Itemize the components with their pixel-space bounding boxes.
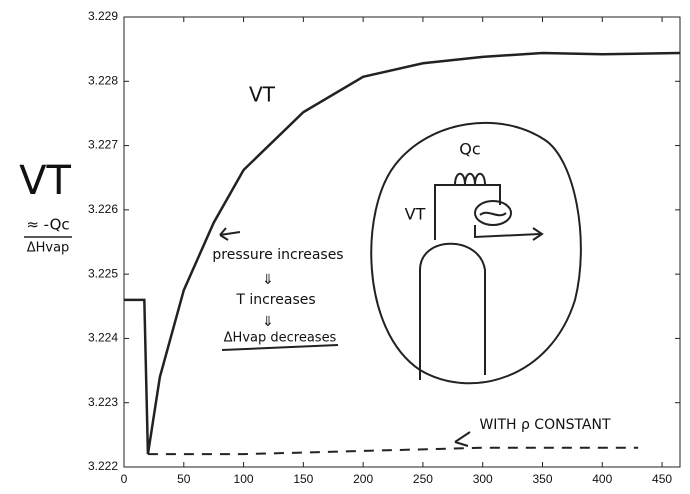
series-label: WITH ρ CONSTANT <box>479 417 611 433</box>
y-tick-label: 3.229 <box>88 9 118 23</box>
x-tick-label: 50 <box>177 472 191 486</box>
plot-frame <box>123 16 681 468</box>
x-tick-label: 350 <box>532 472 552 486</box>
diagram <box>219 121 582 447</box>
annotation: T increases <box>235 292 315 308</box>
y-tick-label: 3.228 <box>88 73 118 87</box>
annotation: ΔHvap decreases <box>224 331 337 346</box>
annotation: Qc <box>459 140 480 159</box>
x-tick-label: 250 <box>413 472 433 486</box>
series-label: VT <box>249 83 276 107</box>
annotation: pressure increases <box>212 247 343 263</box>
x-tick-label: 450 <box>652 472 672 486</box>
y-axis-label: VT <box>19 158 71 204</box>
y-axis-label: ≈ -Qc <box>26 216 69 234</box>
y-tick-label: 3.224 <box>88 331 118 345</box>
y-tick-label: 3.227 <box>88 138 118 152</box>
x-tick-label: 100 <box>234 472 254 486</box>
x-tick-label: 200 <box>353 472 373 486</box>
annotation: ⇓ <box>262 272 274 288</box>
y-tick-label: 3.223 <box>88 395 118 409</box>
data-line <box>124 51 681 455</box>
y-axis-label: ΔHvap <box>27 241 70 256</box>
x-tick-label: 0 <box>121 472 128 486</box>
annotation: VT <box>405 205 426 224</box>
y-tick-label: 3.226 <box>88 202 118 216</box>
x-tick-label: 300 <box>473 472 493 486</box>
annotation: ⇓ <box>262 314 274 330</box>
y-tick-label: 3.225 <box>88 266 118 280</box>
y-tick-label: 3.222 <box>88 459 118 473</box>
data-line <box>147 446 639 456</box>
x-tick-label: 150 <box>293 472 313 486</box>
x-tick-label: 400 <box>592 472 612 486</box>
